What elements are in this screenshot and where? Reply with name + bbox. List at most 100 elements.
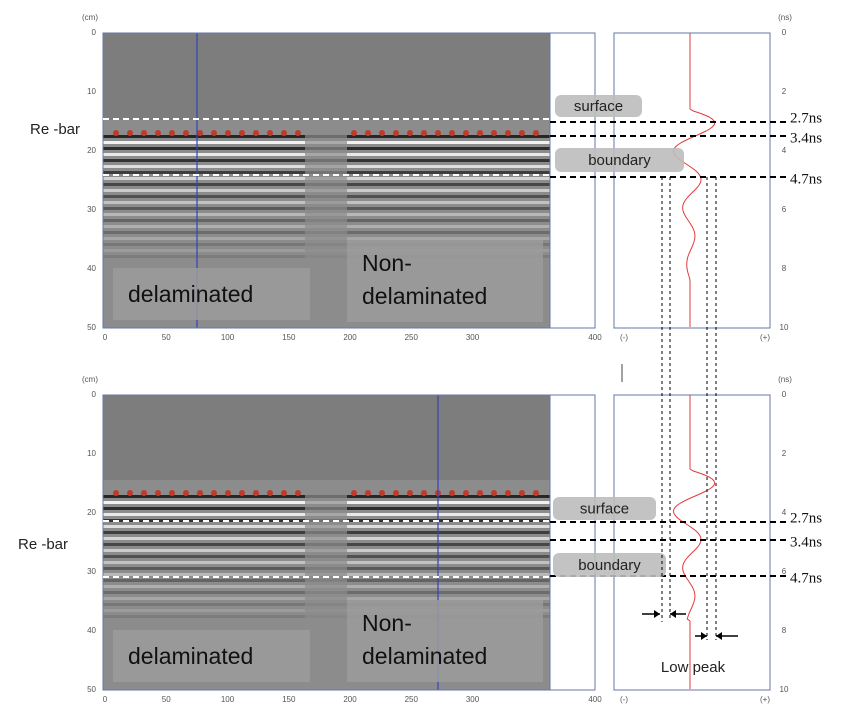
rebar-dot: [127, 490, 133, 496]
rebar-dot: [127, 130, 133, 136]
x-tick-label: 150: [282, 695, 296, 704]
wave-max: (+): [760, 695, 770, 704]
left-label: delaminated: [128, 281, 253, 307]
rebar-dot: [393, 130, 399, 136]
x-tick-label: 300: [466, 333, 480, 342]
y-unit: (cm): [82, 13, 98, 22]
rebar-dot: [267, 130, 273, 136]
rebar-dot: [491, 490, 497, 496]
rebar-dot: [533, 490, 539, 496]
time-label: 2.7ns: [790, 110, 822, 126]
rebar-dot: [351, 490, 357, 496]
y-tick-label: 50: [87, 323, 96, 332]
boundary-label: boundary: [588, 152, 651, 169]
wave-tick-label: 4: [782, 508, 787, 517]
rebar-dot: [519, 490, 525, 496]
note: Low peak: [661, 659, 726, 676]
gap-zone: [305, 495, 347, 620]
rebar-label: Re -bar: [18, 536, 68, 553]
rebar-dot: [435, 130, 441, 136]
x-tick-label: 50: [162, 695, 171, 704]
rebar-dot: [477, 490, 483, 496]
wave-tick-label: 4: [782, 146, 787, 155]
rebar-dot: [141, 130, 147, 136]
rebar-label: Re -bar: [30, 121, 80, 138]
rebar-dot: [155, 490, 161, 496]
rebar-dot: [225, 490, 231, 496]
y-tick-label: 50: [87, 685, 96, 694]
wave-tick-label: 8: [782, 626, 787, 635]
surface-label: surface: [580, 500, 629, 517]
wave-max: (+): [760, 333, 770, 342]
wave-tick-label: 0: [782, 390, 787, 399]
rebar-dot: [505, 490, 511, 496]
x-tick-label: 150: [282, 333, 296, 342]
rebar-dot: [351, 130, 357, 136]
x-tick-label: 0: [103, 333, 108, 342]
rebar-dot: [211, 130, 217, 136]
wave-tick-label: 2: [782, 87, 787, 96]
y-tick-label: 20: [87, 508, 96, 517]
rebar-dot: [239, 490, 245, 496]
wave-unit: (ns): [778, 375, 792, 384]
right-label: delaminated: [362, 643, 487, 669]
wave-tick-label: 2: [782, 449, 787, 458]
radargram-top: [103, 33, 550, 120]
y-tick-label: 40: [87, 626, 96, 635]
rebar-dot: [169, 490, 175, 496]
x-tick-label: 300: [466, 695, 480, 704]
x-tick-label: 400: [588, 333, 602, 342]
x-tick-label: 50: [162, 333, 171, 342]
x-tick-label: 100: [221, 695, 235, 704]
rebar-dot: [533, 130, 539, 136]
wave-unit: (ns): [778, 13, 792, 22]
y-unit: (cm): [82, 375, 98, 384]
rebar-dot: [463, 490, 469, 496]
wave-min: (-): [620, 333, 628, 342]
rebar-dot: [295, 130, 301, 136]
wave-min: (-): [620, 695, 628, 704]
x-tick-label: 200: [343, 695, 357, 704]
wave-tick-label: 6: [782, 205, 787, 214]
rebar-dot: [183, 490, 189, 496]
rebar-dot: [197, 490, 203, 496]
rebar-dot: [365, 130, 371, 136]
right-label: Non-: [362, 250, 412, 276]
rebar-dot: [253, 130, 259, 136]
rebar-dot: [477, 130, 483, 136]
y-tick-label: 10: [87, 87, 96, 96]
rebar-dot: [197, 130, 203, 136]
rebar-dot: [281, 490, 287, 496]
wave-tick-label: 0: [782, 28, 787, 37]
time-label: 2.7ns: [790, 510, 822, 526]
x-tick-label: 400: [588, 695, 602, 704]
rebar-dot: [393, 490, 399, 496]
rebar-dot: [113, 130, 119, 136]
rebar-dot: [141, 490, 147, 496]
time-label: 4.7ns: [790, 570, 822, 586]
rebar-dot: [407, 490, 413, 496]
gap-zone: [305, 135, 347, 260]
rebar-dot: [155, 130, 161, 136]
y-tick-label: 0: [92, 28, 97, 37]
rebar-dot: [211, 490, 217, 496]
time-label: 4.7ns: [790, 171, 822, 187]
rebar-dot: [267, 490, 273, 496]
rebar-dot: [505, 130, 511, 136]
rebar-dot: [365, 490, 371, 496]
rebar-dot: [225, 130, 231, 136]
rebar-dot: [169, 130, 175, 136]
right-label: Non-: [362, 610, 412, 636]
rebar-dot: [253, 490, 259, 496]
rebar-dot: [379, 490, 385, 496]
rebar-dot: [421, 130, 427, 136]
right-label: delaminated: [362, 283, 487, 309]
time-label: 3.4ns: [790, 130, 822, 146]
rebar-dot: [183, 130, 189, 136]
x-tick-label: 250: [405, 695, 419, 704]
x-tick-label: 0: [103, 695, 108, 704]
wave-tick-label: 8: [782, 264, 787, 273]
surface-label: surface: [574, 98, 623, 115]
wave-tick-label: 10: [780, 685, 789, 694]
rebar-dot: [407, 130, 413, 136]
